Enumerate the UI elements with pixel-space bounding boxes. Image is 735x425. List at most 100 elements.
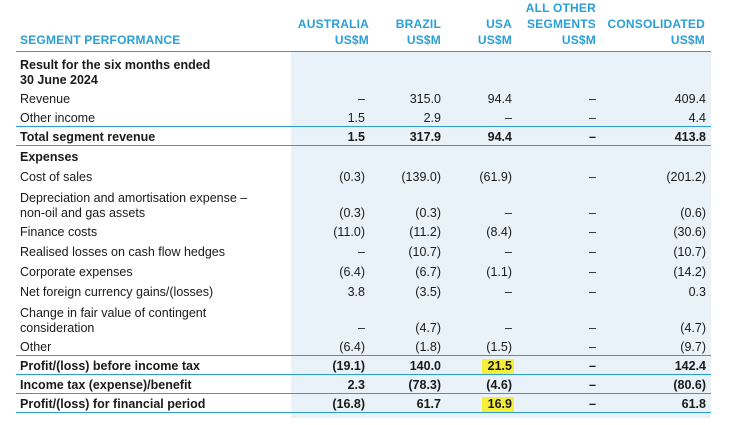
table-row: Corporate expenses (6.4) (6.7) (1.1) – (…: [16, 260, 711, 280]
cell-consolidated: (201.2): [666, 170, 706, 184]
col-usa-title: USA: [486, 17, 512, 31]
cell-usa: 16.9: [441, 392, 514, 413]
cell-consolidated: 409.4: [674, 92, 706, 106]
row-label: Other: [20, 339, 52, 354]
table-row: Depreciation and amortisation expense – …: [16, 185, 711, 221]
row-label: Corporate expenses: [20, 265, 133, 279]
col-brazil-unit: US$M: [406, 33, 441, 47]
cell-other-segments: –: [589, 92, 596, 106]
cell-other-segments: –: [589, 170, 596, 184]
cell-consolidated: (14.2): [673, 265, 706, 279]
row-label: Income tax (expense)/benefit: [16, 373, 291, 394]
row-label: Revenue: [20, 92, 71, 106]
table-row: Net foreign currency gains/(losses) 3.8 …: [16, 280, 711, 300]
segment-performance-heading: SEGMENT PERFORMANCE: [20, 33, 181, 47]
cell-consolidated: 413.8: [596, 125, 711, 146]
table-row: Other income 1.5 2.9 – – 4.4: [16, 107, 711, 126]
table-row: Result for the six months ended 30 June …: [16, 53, 711, 88]
cell-brazil: 140.0: [369, 354, 441, 375]
table-row: Realised losses on cash flow hedges – (1…: [16, 240, 711, 260]
cell-other-segments: –: [589, 265, 596, 279]
cell-brazil: (6.7): [415, 265, 441, 279]
table-row: Cost of sales (0.3) (139.0) (61.9) – (20…: [16, 165, 711, 185]
cell-australia: (19.1): [291, 354, 369, 375]
cell-australia: (16.8): [291, 392, 369, 413]
col-brazil-title: BRAZIL: [395, 17, 441, 31]
cell-consolidated: 0.3: [688, 285, 706, 299]
table-row-total: Total segment revenue 1.5 317.9 94.4 – 4…: [16, 125, 711, 146]
cell-usa: –: [505, 206, 512, 220]
cell-australia: –: [358, 92, 365, 106]
cell-consolidated: (80.6): [596, 373, 711, 394]
row-label: Profit/(loss) before income tax: [16, 354, 291, 375]
table-row: Other (6.4) (1.8) (1.5) – (9.7): [16, 336, 711, 355]
cell-usa: (61.9): [479, 170, 512, 184]
cell-other-segments: –: [589, 245, 596, 259]
cell-brazil: 317.9: [369, 125, 441, 146]
col-australia-title: AUSTRALIA: [297, 17, 369, 31]
col-australia-unit: US$M: [334, 33, 369, 47]
cell-consolidated: 61.8: [596, 392, 711, 413]
cell-australia: –: [358, 321, 365, 335]
cell-usa: –: [505, 321, 512, 335]
table-row: Expenses: [16, 145, 711, 165]
cell-brazil: (0.3): [415, 206, 441, 220]
cell-brazil: 2.9: [423, 110, 441, 125]
cell-usa: –: [505, 110, 512, 125]
row-label: Change in fair value of contingent consi…: [16, 300, 291, 336]
col-usa-unit: US$M: [477, 33, 512, 47]
row-label: Net foreign currency gains/(losses): [20, 285, 214, 299]
row-label-line2: non-oil and gas assets: [20, 206, 146, 220]
row-label: Realised losses on cash flow hedges: [20, 245, 225, 259]
row-label: Depreciation and amortisation expense – …: [16, 185, 291, 221]
cell-australia: (6.4): [339, 265, 365, 279]
cell-brazil: (139.0): [401, 170, 441, 184]
cell-brazil: (11.2): [409, 225, 441, 239]
cell-australia: (0.3): [339, 206, 365, 220]
row-label-line1: Depreciation and amortisation expense –: [20, 191, 248, 205]
cell-usa: 94.4: [441, 125, 512, 146]
cell-usa: (1.1): [486, 265, 512, 279]
cell-consolidated: 4.4: [688, 110, 706, 125]
cell-other-segments: –: [512, 373, 596, 394]
cell-usa: (4.6): [441, 373, 512, 394]
cell-brazil: 61.7: [369, 392, 441, 413]
table-row-total: Profit/(loss) for financial period (16.8…: [16, 392, 711, 413]
cell-australia: (11.0): [333, 225, 365, 239]
cell-australia: (0.3): [339, 170, 365, 184]
cell-brazil: 315.0: [409, 92, 441, 106]
cell-australia: 3.8: [347, 285, 365, 299]
cell-other-segments: –: [589, 339, 596, 354]
table-header: SEGMENT PERFORMANCE AUSTRALIA US$M BRAZI…: [0, 0, 735, 52]
cell-other-segments: –: [512, 354, 596, 375]
segment-performance-table: Result for the six months ended 30 June …: [16, 53, 711, 413]
cell-other-segments: –: [589, 206, 596, 220]
row-label: Result for the six months ended 30 June …: [16, 53, 291, 88]
row-label: Profit/(loss) for financial period: [16, 392, 291, 413]
cell-australia: (6.4): [339, 339, 365, 354]
col-other-title-line1: ALL OTHER: [525, 1, 596, 15]
cell-consolidated: (30.6): [673, 225, 706, 239]
cell-consolidated: (9.7): [680, 339, 706, 354]
cell-consolidated: (10.7): [673, 245, 706, 259]
table-row-total: Profit/(loss) before income tax (19.1) 1…: [16, 354, 711, 375]
cell-australia: –: [358, 245, 365, 259]
highlighted-value: 16.9: [481, 396, 514, 412]
table-row: Revenue – 315.0 94.4 – 409.4: [16, 88, 711, 107]
row-label: Total segment revenue: [16, 125, 291, 146]
row-label: Cost of sales: [20, 170, 93, 184]
row-label-line2: consideration: [20, 321, 95, 335]
cell-usa: –: [505, 245, 512, 259]
table-row: Change in fair value of contingent consi…: [16, 300, 711, 336]
row-label: Finance costs: [20, 225, 98, 239]
period-heading-line1: Result for the six months ended: [20, 58, 211, 72]
cell-brazil: (4.7): [415, 321, 441, 335]
col-consolidated-unit: US$M: [670, 33, 705, 47]
col-other-unit: US$M: [561, 33, 596, 47]
cell-consolidated: (0.6): [680, 206, 706, 220]
col-other-title-line2: SEGMENTS: [527, 17, 596, 31]
highlighted-value: 21.5: [481, 358, 514, 374]
cell-usa: (1.5): [486, 339, 512, 354]
header-divider: [16, 51, 711, 52]
cell-other-segments: –: [512, 125, 596, 146]
